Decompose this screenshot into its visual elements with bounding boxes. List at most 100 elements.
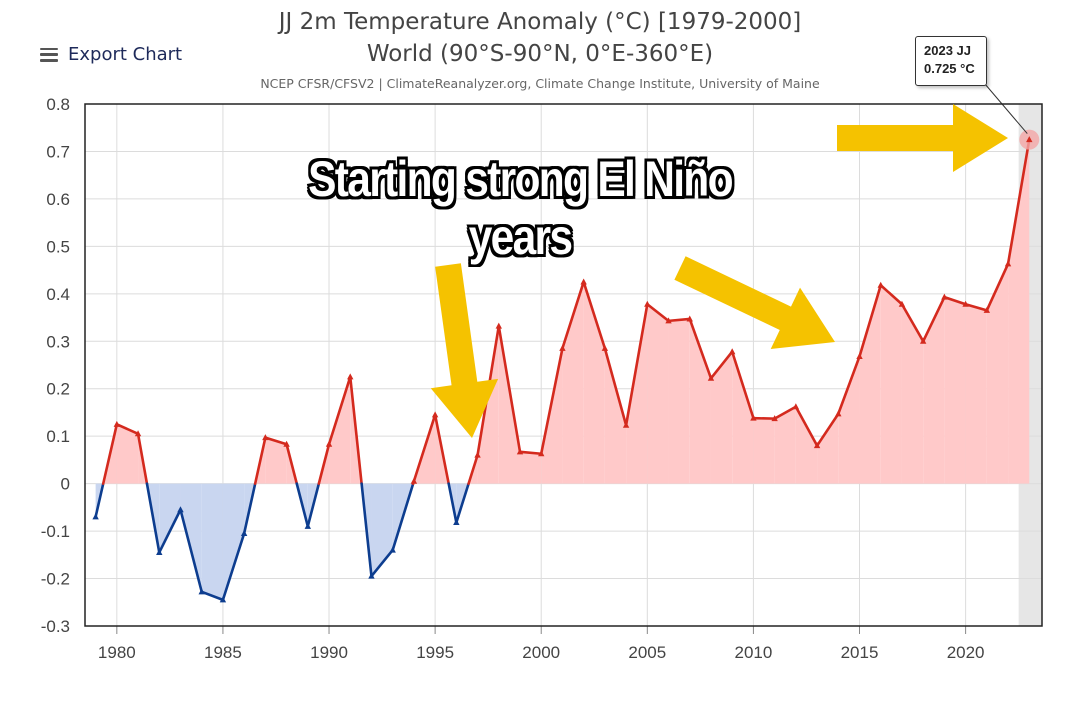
x-tick-label: 2020	[947, 643, 985, 662]
tooltip-connector	[984, 83, 1028, 134]
positive-area	[732, 351, 754, 484]
data-point-2002	[580, 278, 587, 285]
data-point-2001	[559, 344, 566, 351]
series-line-segment	[539, 347, 564, 456]
data-point-2011	[771, 415, 778, 422]
arrow-2023-icon	[837, 104, 1008, 172]
data-point-1987	[262, 434, 269, 441]
chart-source-subtitle: NCEP CFSR/CFSV2 | ClimateReanalyzer.org,…	[260, 76, 820, 91]
series-line-segment	[179, 508, 204, 594]
x-tick-label: 1985	[204, 643, 242, 662]
positive-area	[498, 326, 520, 484]
series-line-segment	[306, 482, 321, 528]
data-point-2004	[622, 421, 630, 428]
data-point-2019	[941, 293, 948, 300]
data-point-1991	[347, 373, 354, 380]
series-line-segment	[709, 350, 734, 380]
positive-area	[541, 348, 563, 484]
negative-area	[371, 483, 393, 577]
data-point-1988	[283, 440, 290, 447]
series-line-segment	[412, 413, 437, 483]
export-chart-button[interactable]: Export Chart	[40, 44, 182, 65]
data-point-1992	[368, 572, 375, 579]
data-point-2014	[835, 410, 842, 417]
x-tick-label: 1995	[416, 643, 454, 662]
positive-area	[965, 304, 987, 484]
series-line-segment	[94, 482, 105, 519]
data-point-2017	[898, 300, 906, 307]
data-tooltip: 2023 JJ 0.725 °C	[915, 36, 987, 86]
series-line-segment	[200, 590, 225, 602]
series-line-segment	[221, 532, 246, 602]
positive-area	[923, 297, 945, 484]
series-line-segment	[879, 283, 904, 306]
series-line-segment	[964, 302, 989, 312]
data-point-1983	[177, 506, 184, 513]
y-tick-label: 0.3	[46, 332, 70, 351]
data-point-1985	[219, 596, 227, 603]
positive-area	[329, 376, 351, 484]
positive-area	[710, 351, 733, 484]
series-line-segment	[242, 482, 257, 535]
x-tick-label: 1980	[98, 643, 136, 662]
positive-area	[647, 304, 669, 484]
series-line-segment	[101, 423, 119, 485]
negative-area	[180, 483, 202, 592]
y-tick-label: -0.2	[41, 570, 70, 589]
data-point-2008	[707, 374, 715, 381]
data-point-1989	[304, 522, 312, 529]
series-line-segment	[317, 442, 331, 485]
data-point-2005	[644, 300, 651, 307]
data-point-2000	[538, 450, 545, 457]
series-line-segment	[943, 295, 967, 306]
positive-area	[901, 304, 924, 484]
series-line-segment	[264, 436, 288, 446]
negative-area	[201, 483, 223, 600]
data-point-1979	[92, 513, 99, 520]
series-line-segment	[370, 548, 394, 578]
data-point-2021	[983, 306, 991, 313]
positive-area	[944, 297, 966, 484]
y-tick-label: 0.6	[46, 190, 70, 209]
data-point-2010	[750, 414, 757, 421]
series-line-segment	[921, 295, 946, 343]
positive-area	[265, 437, 287, 484]
series-line-segment	[447, 482, 458, 524]
positive-area	[880, 285, 902, 484]
tooltip-value: 0.725 °C	[924, 61, 975, 76]
series-line-segment	[900, 302, 925, 343]
arrow-2015-icon	[674, 256, 835, 349]
positive-area	[668, 318, 690, 484]
positive-area	[859, 285, 881, 484]
y-tick-label: 0.2	[46, 380, 70, 399]
data-point-1995	[431, 411, 439, 418]
data-point-2023	[1026, 136, 1033, 143]
series-line-segment	[145, 482, 161, 554]
positive-area	[753, 418, 775, 484]
x-tick-label: 2000	[522, 643, 560, 662]
series-line-segment	[497, 324, 522, 454]
data-point-2020	[962, 300, 969, 307]
series-line-segment	[327, 375, 352, 446]
x-tick-label: 1990	[310, 643, 348, 662]
data-point-2006	[665, 317, 672, 324]
series-line-segment	[285, 442, 299, 485]
series-line-segment	[603, 347, 628, 427]
positive-area	[838, 356, 860, 484]
positive-area	[774, 406, 796, 484]
data-point-2016	[877, 281, 884, 288]
data-point-1993	[389, 546, 396, 553]
series-line-segment	[157, 508, 182, 554]
positive-area	[116, 424, 139, 484]
y-tick-label: -0.1	[41, 522, 70, 541]
y-tick-label: 0.4	[46, 285, 70, 304]
series-line-segment	[391, 482, 415, 552]
series-line-segment	[858, 283, 883, 358]
tooltip-period: 2023 JJ	[924, 43, 971, 58]
data-point-2003	[601, 344, 609, 351]
positive-area	[626, 304, 648, 484]
positive-area	[604, 348, 627, 484]
series-line-segment	[455, 482, 470, 524]
series-line-segment	[794, 405, 819, 447]
